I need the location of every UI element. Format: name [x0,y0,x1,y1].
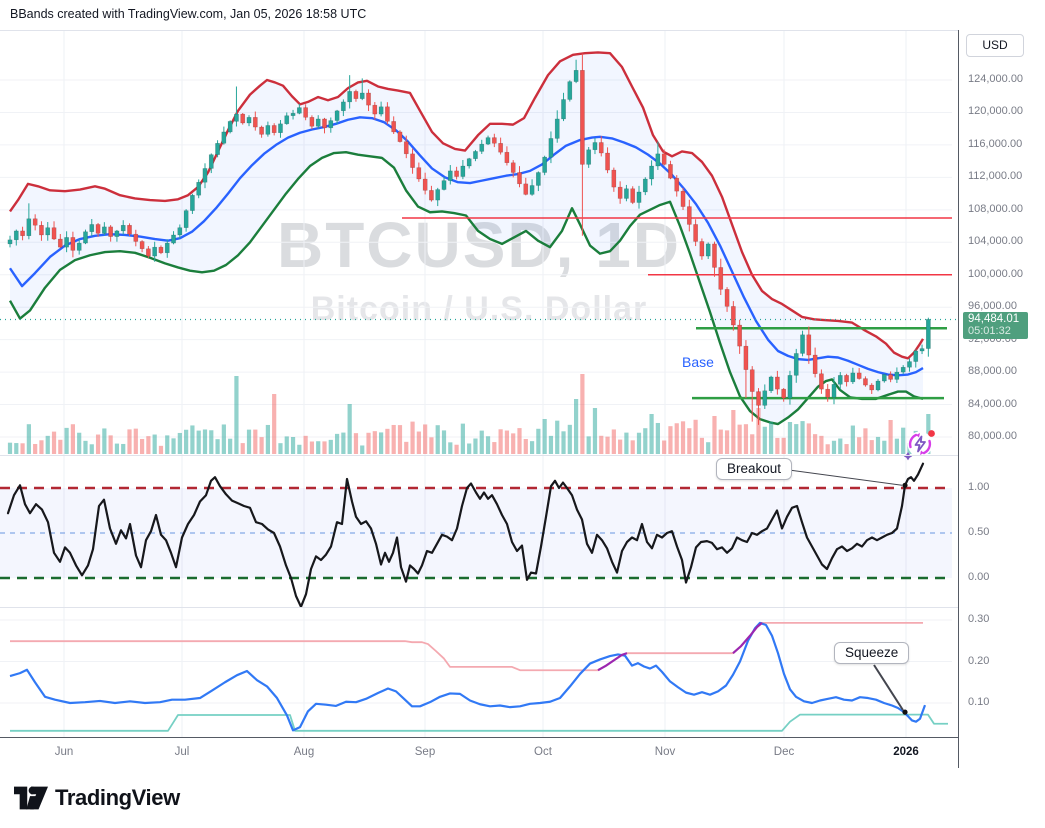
time-axis-label-nov[interactable]: Nov [654,746,676,758]
chart-top-border [0,30,1045,31]
chart-area[interactable]: BTCUSD, 1D Bitcoin / U.S. Dollar Base Br… [0,30,958,768]
bandwidth-tick: 0.20 [968,654,990,667]
price-tick: 84,000.00 [968,397,1017,410]
price-tick: 104,000.00 [968,235,1024,248]
tradingview-logo[interactable]: TradingView [14,784,180,812]
percent-b-tick: 1.00 [968,481,990,493]
time-axis-label-jun[interactable]: Jun [54,746,74,758]
price-tick: 80,000.00 [968,430,1017,443]
time-axis-label-sep[interactable]: Sep [414,746,436,758]
bandwidth-panel[interactable] [0,607,958,737]
squeeze-callout[interactable]: Squeeze [834,642,910,664]
panel-divider-1[interactable] [0,455,1045,456]
bar-countdown: 05:01:32 [968,325,1011,338]
price-tick: 112,000.00 [968,170,1023,183]
time-axis-border [0,737,1045,738]
refresh-ai-icon[interactable] [898,424,942,464]
percent-b-tick: 0.50 [968,526,990,538]
time-axis-label-jul[interactable]: Jul [174,746,190,758]
price-tick: 124,000.00 [968,73,1024,85]
currency-unit-button[interactable]: USD [966,34,1024,57]
percent-b-tick: 0.00 [968,571,990,583]
bandwidth-tick: 0.30 [968,613,990,625]
price-tick: 120,000.00 [968,105,1024,118]
breakout-callout[interactable]: Breakout [716,458,793,480]
time-axis-label-oct[interactable]: Oct [534,746,552,758]
price-tick: 88,000.00 [968,365,1017,378]
bandwidth-tick: 0.10 [968,696,990,708]
base-text-annotation[interactable]: Base [682,354,714,370]
price-tick: 96,000.00 [968,300,1017,313]
price-scale[interactable]: USD 94,484.01 05:01:32 124,000.00 120,000… [958,30,1045,768]
last-price-value: 94,484.01 [968,313,1020,326]
time-axis-label-2026[interactable]: 2026 [893,746,919,758]
time-scale[interactable]: Jun Jul Aug Sep Oct Nov Dec 2026 [0,738,1045,768]
time-axis-label-aug[interactable]: Aug [293,746,315,758]
price-tick: 100,000.00 [968,267,1024,280]
tradingview-logo-text: TradingView [55,785,180,810]
panel-divider-2[interactable] [0,607,1045,608]
tradingview-logo-mark [14,786,48,810]
main-price-panel[interactable] [0,30,958,455]
price-tick: 116,000.00 [968,137,1023,150]
chart-header-title: BBands created with TradingView.com, Jan… [10,7,367,21]
time-axis-label-dec[interactable]: Dec [773,746,795,758]
percent-b-panel[interactable] [0,455,958,607]
price-tick: 108,000.00 [968,202,1024,215]
last-price-badge: 94,484.01 05:01:32 [963,312,1028,340]
